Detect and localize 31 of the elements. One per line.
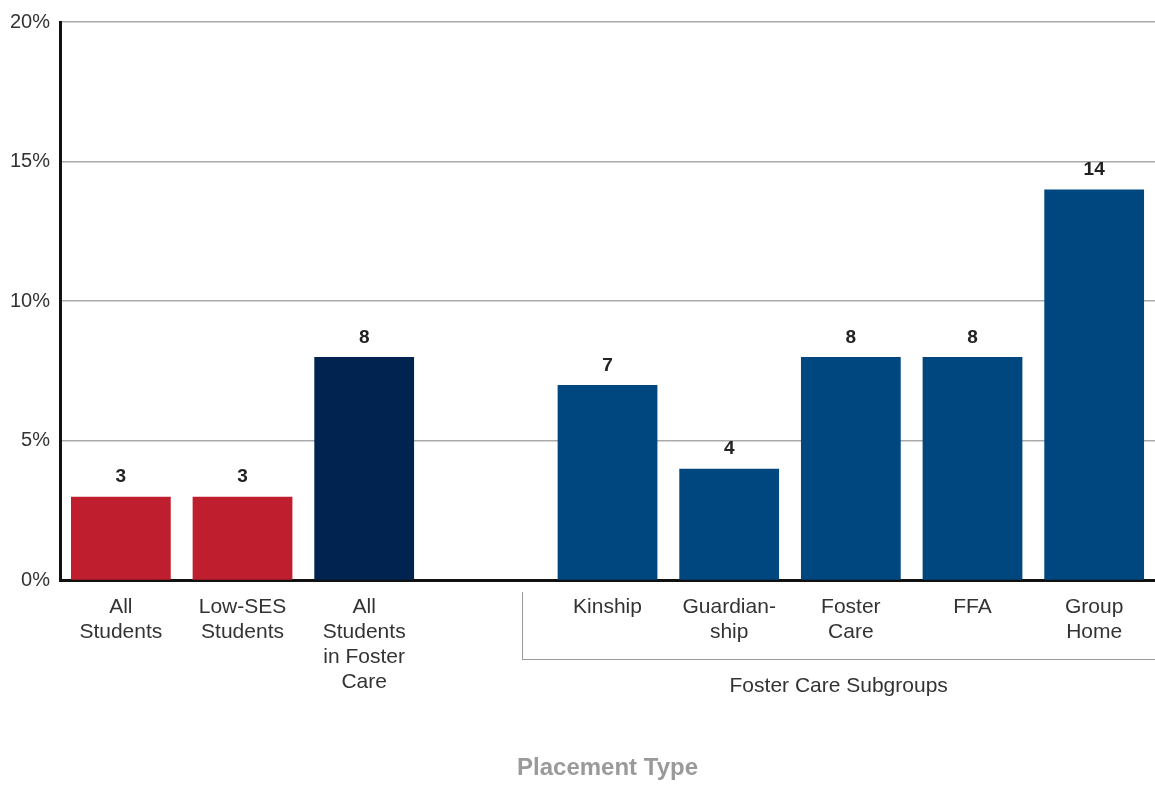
x-tick-label: Low-SES Students [198,593,287,642]
x-tick-label: Foster Care [821,593,881,642]
x-tick-label: Kinship [573,593,642,617]
bar [70,496,171,580]
y-tick-label: 10% [10,288,51,311]
data-label: 8 [967,325,978,347]
bar [557,384,658,580]
x-tick-label: Guardian-ship [682,593,776,642]
y-tick-label: 20% [10,9,51,32]
y-tick-label: 5% [21,428,51,451]
bar [314,357,415,580]
y-tick-label: 15% [10,149,51,172]
bar [679,468,780,580]
data-label: 4 [723,437,735,459]
text: Foster Care Subgroups [729,672,948,696]
x-tick-label: Group Home [1064,593,1124,642]
data-label: 7 [602,353,613,375]
y-tick-label: 0% [21,567,51,590]
data-label: 8 [358,325,370,347]
data-label: 8 [845,325,857,347]
bar [922,357,1023,580]
x-tick-label: FFA [953,593,992,617]
bar [800,357,901,580]
data-label: 14 [1083,158,1106,180]
data-label: 3 [115,465,127,487]
bar [1044,189,1145,580]
x-tick-label: All Students [79,593,163,642]
bar [192,496,293,580]
x-axis-title: Placement Type [517,753,698,781]
x-tick-label: All Students in Foster Care [322,593,406,693]
data-label: 3 [237,465,248,487]
